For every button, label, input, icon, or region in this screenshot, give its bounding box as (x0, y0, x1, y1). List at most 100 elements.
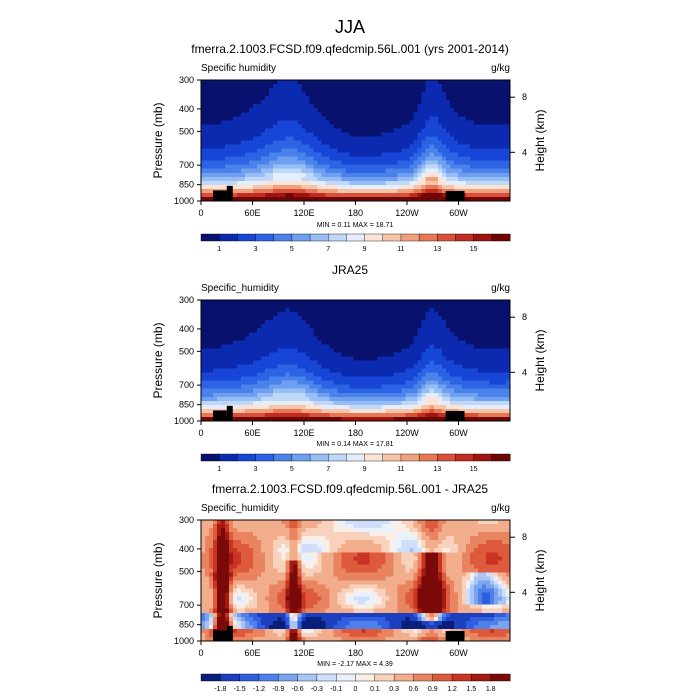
field-cell (505, 340, 511, 345)
field-cell (421, 152, 427, 158)
field-cell (425, 108, 431, 113)
field-cell (465, 96, 471, 101)
field-cell (209, 148, 214, 154)
field-cell (453, 332, 459, 337)
field-cell (305, 316, 310, 321)
field-cell (249, 368, 254, 374)
field-cell (341, 180, 347, 186)
field-cell (301, 84, 306, 89)
y2-tick-label: 8 (522, 92, 527, 102)
field-cell (469, 316, 475, 321)
panel-title: JRA25 (332, 263, 368, 277)
field-cell (353, 192, 359, 198)
field-cell (209, 380, 214, 386)
field-cell (493, 172, 499, 178)
field-cell (445, 128, 451, 134)
field-cell (357, 368, 363, 374)
field-cell (269, 408, 274, 414)
field-cell (453, 388, 459, 394)
field-cell (205, 380, 210, 386)
field-cell (481, 96, 487, 101)
field-cell (273, 308, 278, 313)
field-cell (409, 156, 415, 162)
field-cell (449, 340, 455, 345)
field-cell (497, 188, 503, 194)
field-cell (445, 328, 451, 333)
field-cell (213, 348, 218, 354)
field-cell (369, 116, 375, 121)
field-cell (221, 172, 226, 178)
field-cell (385, 148, 391, 154)
field-cell (461, 84, 467, 89)
field-cell (353, 92, 359, 97)
field-cell (321, 344, 326, 349)
field-cell (221, 304, 226, 309)
field-cell (417, 324, 423, 329)
field-cell (305, 100, 310, 105)
field-cell (325, 388, 331, 394)
field-cell (201, 136, 206, 142)
field-cell (281, 416, 286, 422)
field-cell (225, 388, 230, 394)
field-cell (417, 116, 423, 121)
field-cell (457, 316, 463, 321)
field-cell (237, 524, 242, 529)
field-cell (469, 128, 475, 134)
field-cell (429, 180, 435, 186)
field-cell (505, 120, 511, 125)
field-cell (277, 364, 282, 370)
field-cell (205, 112, 210, 117)
field-cell (445, 360, 451, 366)
field-cell (221, 340, 226, 345)
field-cell (469, 148, 475, 154)
field-cell (325, 104, 331, 109)
field-cell (297, 128, 302, 134)
field-cell (329, 368, 335, 374)
field-cell (485, 312, 491, 317)
field-cell (361, 196, 367, 202)
field-cell (221, 136, 226, 142)
field-cell (201, 332, 206, 337)
field-cell (225, 332, 230, 337)
field-cell (277, 404, 282, 410)
field-cell (405, 144, 411, 150)
field-cell (397, 388, 403, 394)
field-cell (393, 152, 399, 158)
field-cell (369, 152, 375, 158)
field-cell (405, 404, 411, 410)
field-cell (389, 148, 395, 154)
field-cell (281, 404, 286, 410)
field-cell (365, 140, 371, 146)
field-cell (241, 380, 246, 386)
field-cell (329, 144, 335, 150)
field-cell (393, 312, 399, 317)
field-cell (421, 128, 427, 134)
field-cell (477, 324, 483, 329)
field-cell (429, 140, 435, 146)
field-cell (217, 520, 222, 525)
field-cell (393, 100, 399, 105)
field-cell (421, 116, 427, 121)
field-cell (285, 348, 290, 354)
field-cell (221, 128, 226, 134)
field-cell (373, 116, 379, 121)
field-cell (209, 172, 214, 178)
field-cell (337, 192, 343, 198)
field-cell (237, 164, 242, 170)
field-cell (281, 328, 286, 333)
field-cell (489, 380, 495, 386)
field-cell (237, 332, 242, 337)
field-cell (333, 152, 339, 158)
field-cell (497, 160, 503, 166)
field-cell (345, 528, 351, 533)
field-cell (413, 96, 419, 101)
field-cell (225, 380, 230, 386)
field-cell (333, 100, 339, 105)
field-cell (273, 384, 278, 390)
field-cell (497, 104, 503, 109)
field-cell (433, 128, 439, 134)
field-cell (481, 108, 487, 113)
field-cell (469, 396, 475, 402)
field-cell (481, 100, 487, 105)
field-cell (449, 124, 455, 129)
